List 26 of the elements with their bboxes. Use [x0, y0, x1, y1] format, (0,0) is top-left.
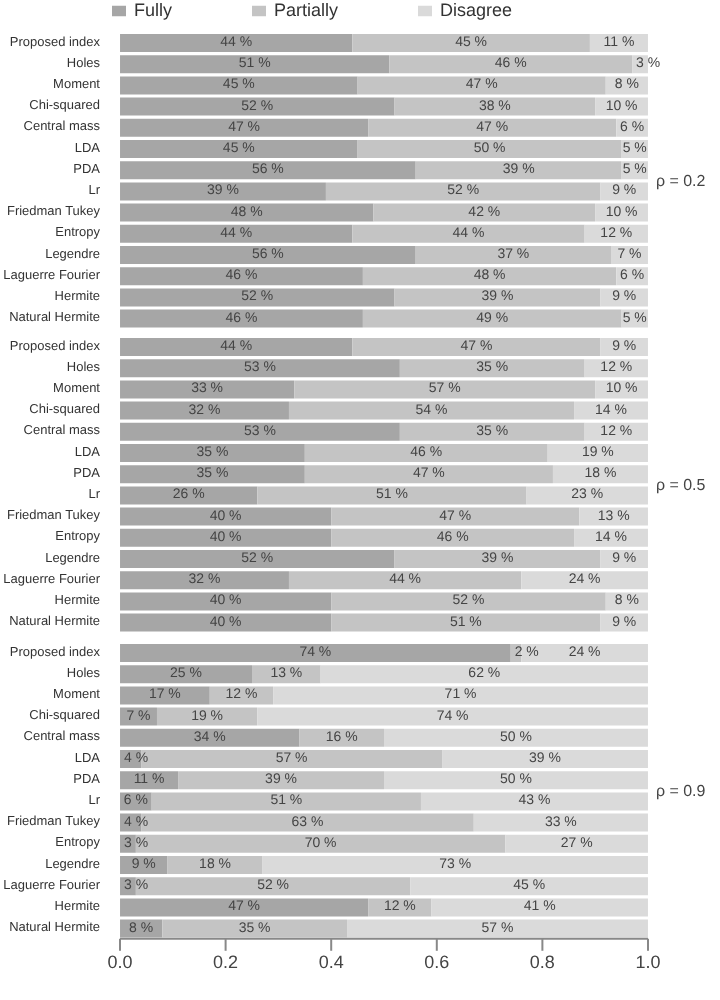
bar [331, 593, 606, 612]
bar [120, 381, 295, 400]
legend-label: Fully [133, 0, 172, 20]
x-tick-label: 0.6 [424, 951, 450, 972]
bar [156, 707, 258, 726]
bar [362, 309, 622, 328]
bar [257, 487, 527, 506]
x-tick-label: 0.2 [213, 951, 239, 972]
text: ρ = 0.9 [655, 781, 707, 800]
bar [347, 919, 648, 938]
bar [526, 487, 648, 506]
bar [120, 309, 363, 328]
bar [120, 487, 258, 506]
x-tick-label: 0.0 [107, 951, 133, 972]
text: ρ = 0.2 [655, 172, 707, 191]
text: ρ = 0.5 [655, 476, 707, 495]
bar [331, 614, 601, 633]
x-tick-label: 0.8 [529, 951, 555, 972]
legend-label: Partially [273, 0, 338, 20]
bar [120, 614, 332, 633]
bar [162, 919, 348, 938]
bar [294, 381, 596, 400]
bar [120, 593, 332, 612]
x-tick-label: 0.4 [318, 951, 344, 972]
legend-label: Disagree [440, 0, 513, 20]
x-tick-label: 1.0 [635, 951, 661, 972]
